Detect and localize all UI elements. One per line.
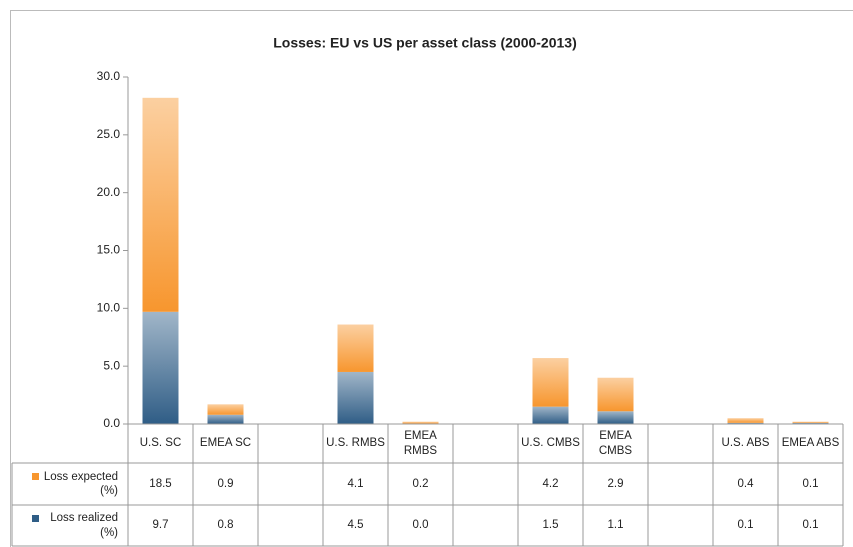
bar	[532, 406, 569, 424]
bar	[532, 358, 569, 407]
x-tick-label: U.S. ABS	[721, 437, 770, 450]
x-tick-label: U.S. CMBS	[521, 437, 580, 450]
bar	[402, 421, 439, 424]
table-value: 1.5	[542, 519, 559, 532]
legend-label: Loss expected (%)	[43, 470, 118, 497]
x-tick-label: U.S. SC	[139, 437, 182, 450]
chart-title: Losses: EU vs US per asset class (2000-2…	[273, 35, 577, 51]
y-tick-label: 25.0	[97, 127, 121, 141]
table-value: 4.1	[347, 477, 364, 490]
y-tick-label: 20.0	[97, 185, 121, 199]
table-value: 0.1	[802, 477, 819, 490]
bar	[727, 422, 764, 424]
bar	[597, 377, 634, 412]
legend-swatch	[32, 473, 39, 480]
table-value: 1.1	[607, 519, 624, 532]
bar	[727, 418, 764, 423]
bar	[142, 97, 179, 312]
bar	[207, 404, 244, 415]
x-tick-label: U.S. RMBS	[326, 437, 385, 450]
table-value: 18.5	[149, 477, 172, 490]
y-tick-label: 10.0	[97, 301, 121, 315]
table-value: 4.5	[347, 519, 364, 532]
legend-swatch	[32, 515, 39, 522]
table-value: 0.4	[737, 477, 754, 490]
table-value: 0.1	[737, 519, 754, 532]
y-tick-label: 5.0	[103, 358, 120, 372]
table-value: 0.8	[217, 519, 234, 532]
legend-label: Loss realized (%)	[50, 512, 118, 539]
table-value: 0.9	[217, 477, 234, 490]
table-value: 4.2	[542, 477, 559, 490]
bar	[337, 371, 374, 424]
x-tick-label: EMEA ABS	[781, 437, 840, 450]
table-value: 0.2	[412, 477, 429, 490]
bar	[597, 411, 634, 424]
x-tick-label: EMEA RMBS	[403, 430, 438, 457]
x-tick-label: EMEA SC	[199, 437, 252, 450]
y-tick-label: 30.0	[97, 69, 121, 83]
table-value: 0.1	[802, 519, 819, 532]
table-value: 9.7	[152, 519, 169, 532]
y-tick-label: 15.0	[97, 243, 121, 257]
y-tick-label: 0.0	[103, 416, 120, 430]
table-value: 2.9	[607, 477, 624, 490]
table-value: 0.0	[412, 519, 429, 532]
x-tick-label: EMEA CMBS	[598, 430, 633, 457]
bar	[792, 422, 829, 424]
bar	[142, 311, 179, 424]
bar	[207, 414, 244, 424]
bar	[337, 324, 374, 372]
bar	[792, 421, 829, 423]
